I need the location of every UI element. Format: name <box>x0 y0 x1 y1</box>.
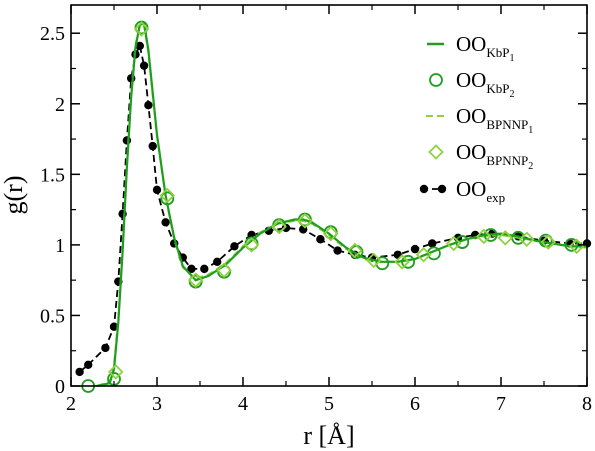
data-point <box>230 242 239 251</box>
data-point <box>271 218 287 235</box>
y-tick-label: 2.5 <box>40 23 65 45</box>
data-point <box>122 136 132 145</box>
legend-label: OOBPNNP2 <box>456 140 533 172</box>
data-point <box>483 228 498 242</box>
x-tick-label: 7 <box>496 393 506 415</box>
data-point <box>347 242 363 259</box>
axis-ticks: 2 3 4 5 6 7 8 0 0.5 1 1.5 2 2.5 <box>40 5 592 415</box>
data-point <box>84 360 93 370</box>
data-point <box>297 213 313 229</box>
plot-area <box>75 20 592 393</box>
data-point <box>161 218 170 227</box>
data-point <box>101 343 110 353</box>
series-line <box>96 21 587 388</box>
data-point <box>187 264 196 274</box>
legend-entry-2: OOBPNNP1 <box>426 104 533 136</box>
data-point <box>540 234 557 250</box>
legend-label: OOKbP2 <box>456 68 514 100</box>
data-point <box>497 230 514 246</box>
series-2 <box>96 25 588 387</box>
data-point <box>107 364 124 380</box>
x-tick-label: 2 <box>66 393 76 415</box>
data-point <box>410 244 420 254</box>
x-axis-label: r [Å] <box>303 421 354 450</box>
legend-label: OOKbP1 <box>456 32 514 64</box>
y-tick-label: 0.5 <box>40 305 65 327</box>
legend-label: OOBPNNP1 <box>456 104 533 136</box>
series-3 <box>107 21 585 380</box>
data-point <box>139 61 149 70</box>
data-point <box>148 141 157 151</box>
data-point <box>144 100 153 110</box>
data-point <box>159 187 176 204</box>
data-point <box>476 228 492 245</box>
y-axis-label: g(r) <box>0 176 28 215</box>
data-point <box>160 191 175 206</box>
y-tick-label: 1.5 <box>40 164 65 186</box>
y-tick-label: 2 <box>55 94 65 116</box>
y-tick-label: 0 <box>55 376 65 398</box>
legend-entry-1: OOKbP2 <box>429 68 514 100</box>
x-tick-label: 6 <box>410 393 420 415</box>
y-tick-label: 1 <box>55 235 65 257</box>
data-point <box>243 237 260 253</box>
data-point <box>415 246 432 263</box>
data-point <box>316 235 325 244</box>
data-point <box>445 235 462 252</box>
x-tick-label: 3 <box>152 393 162 415</box>
legend-entry-4: OOexp <box>419 177 505 205</box>
x-tick-label: 8 <box>582 393 592 415</box>
x-tick-label: 5 <box>324 393 334 415</box>
series-line <box>96 25 588 387</box>
data-point <box>568 238 585 255</box>
data-point <box>333 246 342 255</box>
data-point <box>428 239 437 248</box>
legend-entry-0: OOKbP1 <box>427 32 514 64</box>
x-tick-label: 4 <box>238 393 248 415</box>
data-point <box>394 254 410 270</box>
series-1 <box>81 20 579 393</box>
data-point <box>401 254 416 269</box>
legend-entry-3: OOBPNNP2 <box>428 140 533 172</box>
data-point <box>365 252 382 269</box>
data-point <box>200 264 209 274</box>
data-point <box>109 322 119 331</box>
data-point <box>213 257 222 267</box>
data-point <box>216 262 232 279</box>
data-point <box>564 237 579 252</box>
series-0 <box>96 21 587 388</box>
data-point <box>133 21 150 37</box>
legend-symbol <box>437 184 447 194</box>
data-point <box>75 367 84 377</box>
data-point <box>455 235 470 249</box>
legend-label: OOexp <box>456 177 505 205</box>
legend: OOKbP1 OOKbP2 OOBPNNP1 OOBPNNP2 OOexp <box>419 32 533 205</box>
data-point <box>519 231 535 248</box>
legend-symbol <box>429 73 443 87</box>
data-point <box>152 185 162 195</box>
data-point <box>135 41 144 51</box>
data-point <box>322 225 339 242</box>
data-point <box>187 272 204 288</box>
legend-symbol <box>428 144 444 160</box>
legend-symbol <box>419 184 429 194</box>
